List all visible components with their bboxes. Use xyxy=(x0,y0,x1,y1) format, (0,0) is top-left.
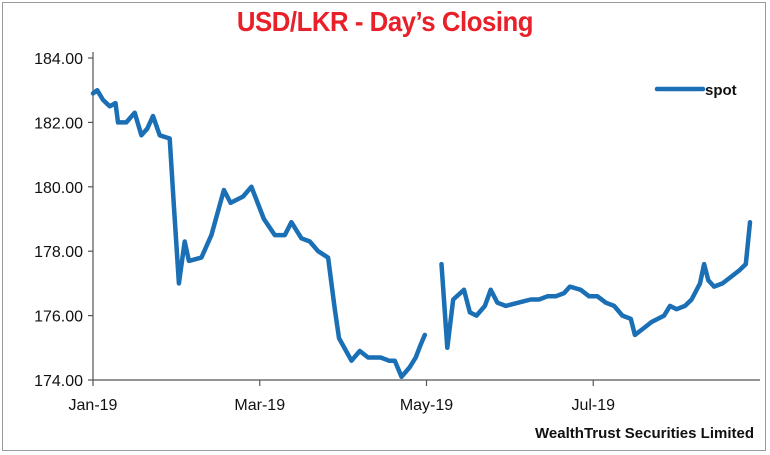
legend-label: spot xyxy=(705,82,737,99)
y-tick-label: 182.00 xyxy=(34,115,83,132)
y-tick-label: 180.00 xyxy=(34,180,83,197)
x-tick-label: Mar-19 xyxy=(234,397,285,414)
chart-title: USD/LKR - Day’s Closing xyxy=(236,6,534,37)
x-tick-label: May-19 xyxy=(400,397,453,414)
y-tick-label: 176.00 xyxy=(34,309,83,326)
chart-frame xyxy=(2,2,766,451)
x-tick-label: Jul-19 xyxy=(571,397,615,414)
x-tick-label: Jan-19 xyxy=(69,397,118,414)
y-tick-label: 184.00 xyxy=(34,51,83,68)
series-line-spot xyxy=(439,219,753,351)
y-tick-label: 174.00 xyxy=(34,373,83,390)
source-label: WealthTrust Securities Limited xyxy=(535,425,754,442)
y-tick-label: 178.00 xyxy=(34,244,83,261)
series-line-spot xyxy=(90,87,428,380)
